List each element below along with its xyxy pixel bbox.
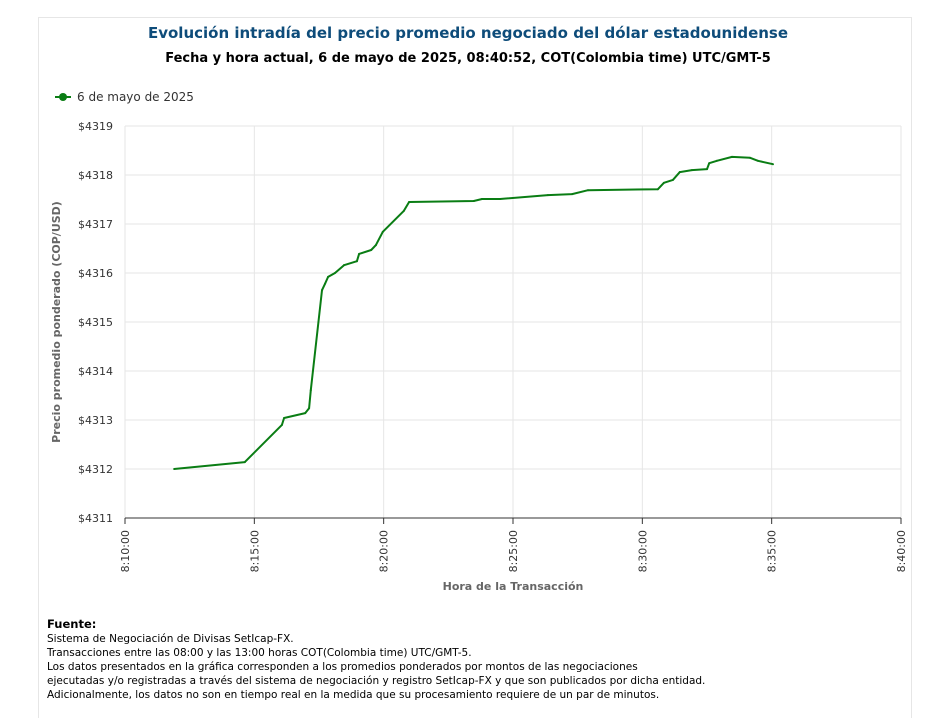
data-point [708, 162, 711, 165]
data-point [355, 260, 358, 263]
data-point [321, 289, 324, 292]
data-point [480, 198, 483, 201]
x-tick-label: 8:30:00 [636, 530, 649, 572]
source-line: ejecutadas y/o registradas a través del … [47, 675, 706, 687]
data-point [546, 194, 549, 197]
y-tick-label: $4317 [78, 218, 113, 231]
data-point [671, 178, 674, 181]
data-point [324, 282, 327, 285]
y-tick-label: $4318 [78, 169, 113, 182]
data-point [308, 407, 311, 410]
chart-title: Evolución intradía del precio promedio n… [147, 24, 789, 42]
data-point [370, 248, 373, 251]
data-point [731, 155, 734, 158]
y-tick-label: $4319 [78, 120, 113, 133]
data-point [662, 181, 665, 184]
data-point [587, 189, 590, 192]
data-point [327, 275, 330, 278]
data-point [706, 168, 708, 171]
source-note: Fuente: Sistema de Negociación de Divisa… [47, 617, 705, 702]
data-point [472, 199, 475, 202]
legend-line-marker-icon [55, 93, 71, 101]
series-line [174, 155, 774, 470]
x-tick-label: 8:25:00 [507, 530, 520, 572]
y-tick-label: $4314 [78, 365, 113, 378]
data-point [283, 417, 286, 420]
data-point [173, 468, 176, 470]
source-line: Transacciones entre las 08:00 y las 13:0… [47, 647, 472, 659]
data-point [358, 252, 361, 255]
y-axis-title: Precio promedio ponderado (COP/USD) [50, 201, 63, 443]
data-point [408, 200, 411, 203]
source-line: Sistema de Negociación de Divisas SetIca… [47, 633, 294, 645]
data-point [304, 412, 307, 415]
chart-container [38, 17, 912, 718]
x-tick-label: 8:10:00 [119, 530, 132, 572]
data-point [333, 272, 336, 274]
source-line: Los datos presentados en la gráfica corr… [47, 661, 638, 673]
source-line: Adicionalmente, los datos no son en tiem… [47, 689, 660, 701]
y-tick-label: $4311 [78, 512, 113, 525]
data-point [756, 159, 759, 162]
source-heading: Fuente: [47, 617, 97, 631]
y-tick-label: $4312 [78, 463, 113, 476]
data-point [571, 193, 574, 196]
x-tick-label: 8:20:00 [378, 530, 391, 572]
x-tick-label: 8:35:00 [766, 530, 779, 572]
data-point [499, 198, 502, 201]
data-point [749, 156, 752, 159]
data-point [280, 423, 283, 426]
chart-subtitle: Fecha y hora actual, 6 de mayo de 2025, … [165, 51, 771, 66]
data-point [771, 163, 774, 166]
y-tick-label: $4313 [78, 414, 113, 427]
data-point [402, 209, 405, 212]
data-point [243, 461, 246, 464]
x-tick-label: 8:15:00 [248, 530, 261, 572]
data-point [656, 188, 659, 191]
x-tick-label: 8:40:00 [895, 530, 908, 572]
data-point [309, 389, 312, 392]
legend-label: 6 de mayo de 2025 [77, 90, 194, 104]
legend-item[interactable]: 6 de mayo de 2025 [55, 90, 194, 104]
data-point [678, 171, 681, 174]
data-point [715, 159, 718, 162]
data-point [690, 169, 693, 172]
x-axis-title: Hora de la Transacción [443, 580, 584, 593]
data-point [374, 244, 377, 247]
y-tick-label: $4315 [78, 316, 113, 329]
line-chart: $4311 $4312 $4313 $4314 $4315 $4316 $4317 $4318… [50, 120, 908, 593]
y-tick-label: $4316 [78, 267, 113, 280]
data-point [381, 230, 384, 233]
data-point [343, 264, 346, 267]
